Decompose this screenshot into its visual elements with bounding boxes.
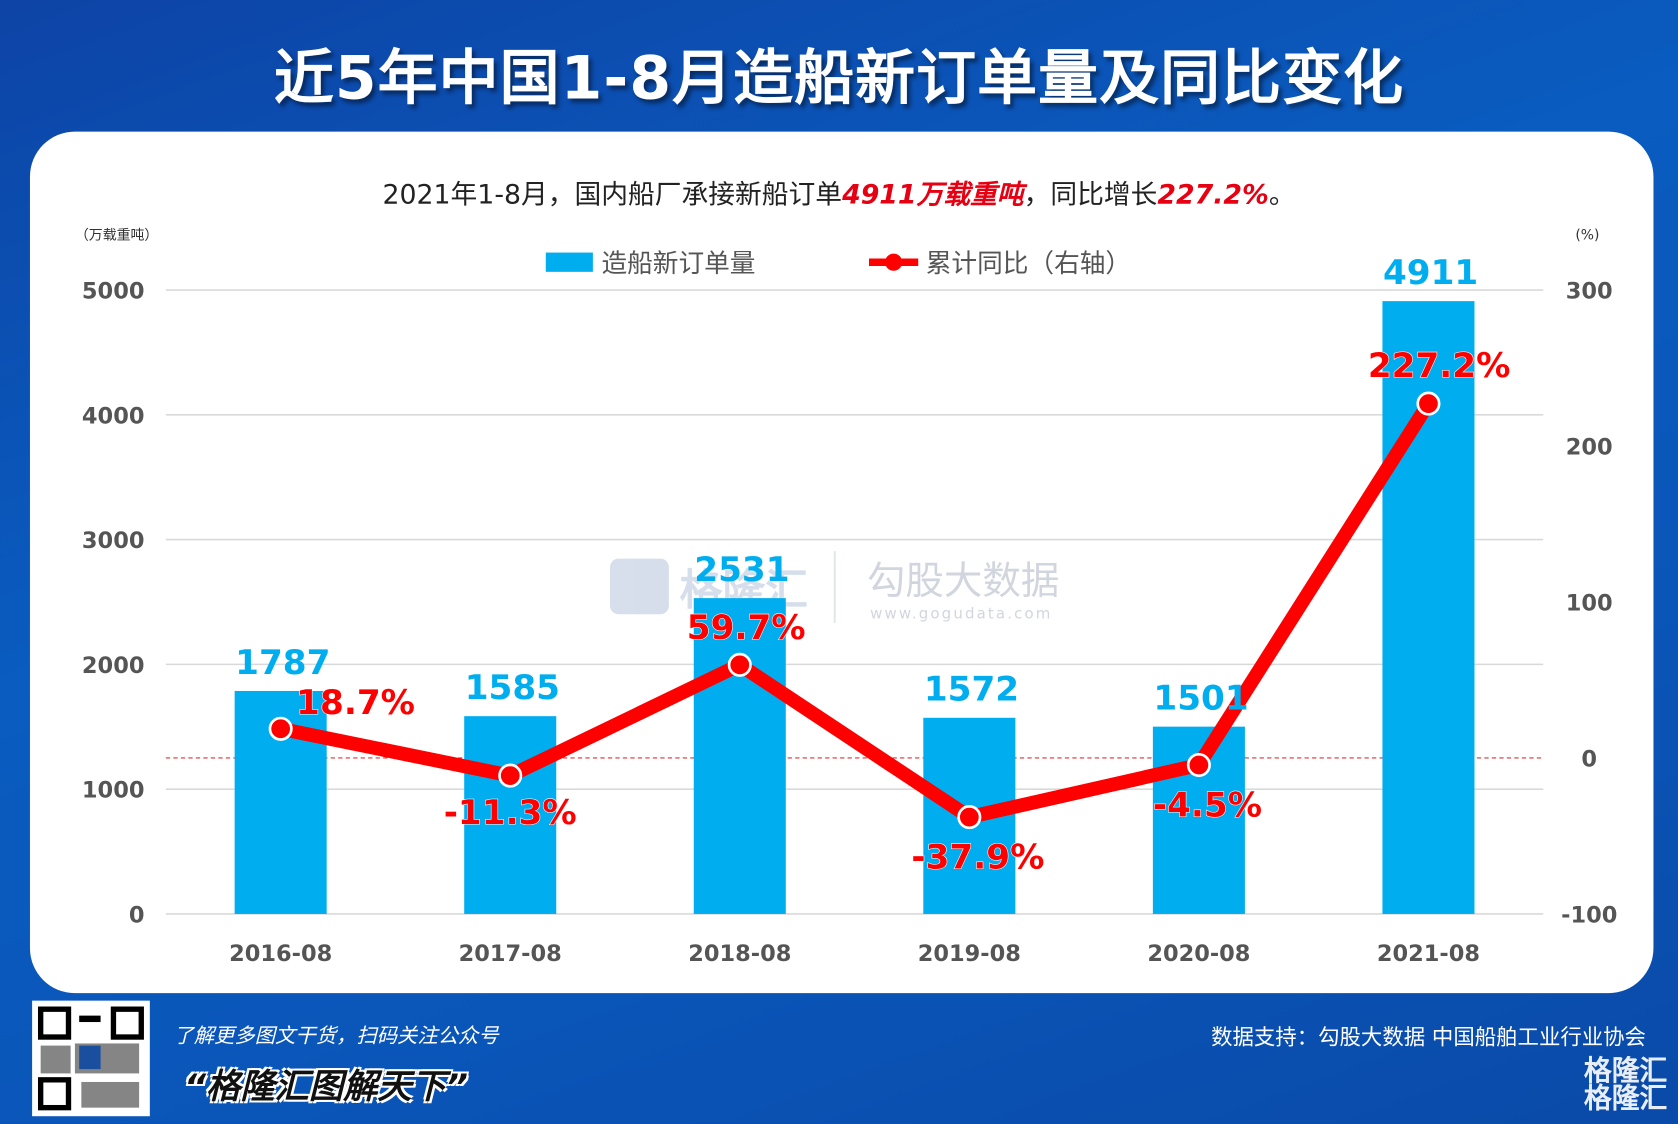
line-data-label: -37.9% [911,837,1044,877]
y-tick-label: 3000 [82,528,145,554]
qr-code[interactable] [32,1000,150,1117]
line-data-label: 227.2% [1368,346,1511,386]
y2-axis-label: (%) [1575,228,1599,244]
subtitle-text: 2021年1-8月，国内船厂承接新船订单 [382,178,843,210]
y2-tick-label: 100 [1566,591,1613,617]
y-tick-label: 2000 [82,653,145,679]
bar-data-label: 4911 [1383,253,1478,293]
x-tick-label: 2018-08 [688,941,791,967]
legend-line-label: 累计同比（右轴） [926,249,1131,279]
bar-data-label: 1585 [465,668,560,708]
bar [693,598,786,914]
y-axis-label: （万载重吨） [75,228,158,244]
y-tick-label: 1000 [82,778,145,804]
x-tick-label: 2021-08 [1377,941,1480,967]
x-tick-label: 2017-08 [459,941,562,967]
line-data-label: -11.3% [444,793,577,833]
line-data-label: 18.7% [296,683,415,723]
x-tick-label: 2020-08 [1147,941,1250,967]
subtitle-text-end: 。 [1268,178,1296,210]
x-tick-label: 2019-08 [918,941,1021,967]
subtitle-highlight-growth: 227.2% [1157,178,1269,210]
footer-promo: 了解更多图文干货，扫码关注公众号 [173,1024,499,1048]
subtitle-highlight-volume: 4911万载重吨 [842,178,1024,210]
brand-logo-text-2: 格隆汇 [1583,1083,1668,1116]
line-data-label: 59.7% [687,608,806,648]
y2-tick-label: -100 [1561,903,1617,929]
line-point [268,716,293,741]
line-point [498,763,523,788]
legend-bar-swatch [545,252,593,272]
y2-tick-label: 0 [1581,747,1597,773]
bar-data-label: 2531 [694,550,789,590]
watermark-right: 勾股大数据 [867,559,1060,604]
chart-subtitle: 2021年1-8月，国内船厂承接新船订单4911万载重吨，同比增长227.2%。 [0,173,1678,212]
yoy-line [279,399,1435,825]
x-tick-label: 2016-08 [229,941,332,967]
brand-logo: 格隆汇 格隆汇 [1584,1057,1667,1113]
y-tick-label: 4000 [82,403,145,429]
data-source: 数据支持：勾股大数据 中国船舶工业行业协会 [1211,1024,1646,1050]
line-point [727,652,752,677]
bar-data-label: 1572 [924,670,1019,710]
y2-tick-label: 200 [1566,435,1613,461]
page-title: 近5年中国1-8月造船新订单量及同比变化 [273,43,1405,114]
line-point [1416,391,1441,416]
watermark-logo-icon [610,558,669,615]
y-tick-label: 0 [129,903,145,929]
line-point [1186,752,1211,778]
y-tick-label: 5000 [82,279,145,305]
watermark-url: www.gogudata.com [870,605,1052,623]
legend: 造船新订单量 累计同比（右轴） [545,249,1131,279]
line-data-label: -4.5% [1153,785,1262,825]
legend-bar-label: 造船新订单量 [601,249,755,279]
bar-data-label: 1787 [235,643,330,683]
bar-data-label: 1501 [1153,679,1248,719]
subtitle-text-mid: ，同比增长 [1023,178,1158,210]
brand-logo-text: 格隆汇 [1583,1055,1668,1088]
qr-code-icon [37,1006,144,1111]
watermark: 格隆汇 勾股大数据 www.gogudata.com [610,551,1059,623]
footer-slogan: “格隆汇图解天下” [184,1065,468,1107]
y2-tick-label: 300 [1566,279,1613,305]
legend-line-marker [885,253,903,271]
bar [464,716,557,914]
line-point [957,805,982,830]
